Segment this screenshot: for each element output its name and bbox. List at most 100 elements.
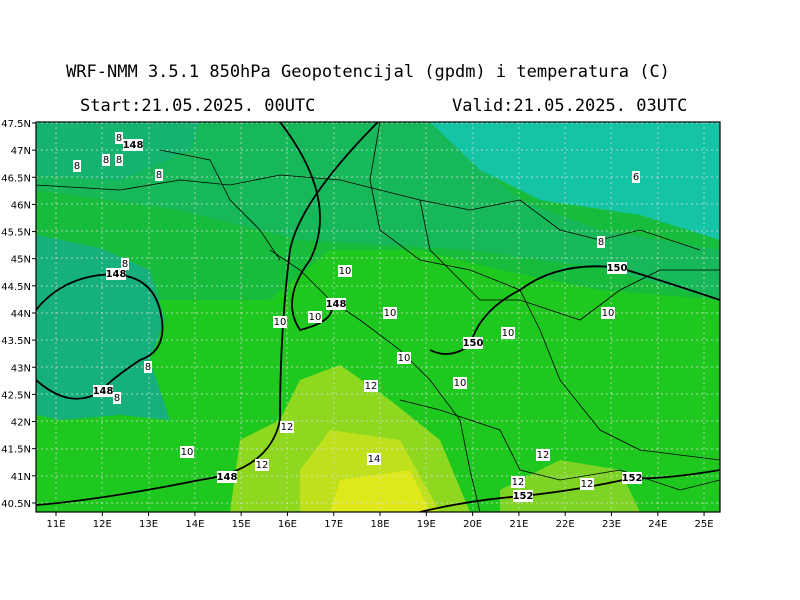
contour-label-bg — [597, 236, 605, 248]
valid-time: Valid:21.05.2025. 03UTC — [452, 96, 687, 116]
contour-label-bg — [113, 392, 121, 404]
lat-label: 47.5N — [1, 119, 31, 130]
lon-label: 13E — [139, 519, 158, 530]
contour-label-bg — [115, 154, 123, 166]
contour-label: 10 — [181, 447, 194, 458]
contour-label-bg — [383, 307, 397, 319]
lon-label: 24E — [648, 519, 667, 530]
contour-label-bg — [364, 380, 378, 392]
contour-label: 152 — [513, 491, 534, 502]
contour-label: 148 — [123, 140, 144, 151]
lon-label: 11E — [46, 519, 65, 530]
lon-label: 17E — [324, 519, 343, 530]
lon-label: 23E — [602, 519, 621, 530]
contour-label-bg — [102, 154, 110, 166]
lat-label: 45N — [11, 255, 31, 266]
lat-label: 46.5N — [1, 173, 31, 184]
contour-label: 10 — [274, 317, 287, 328]
lon-label: 12E — [93, 519, 112, 530]
contour-label: 8 — [103, 155, 109, 166]
contour-label-bg — [511, 476, 525, 488]
contour-label: 8 — [114, 393, 120, 404]
lat-label: 47N — [11, 146, 31, 157]
contour-label: 12 — [512, 477, 525, 488]
contour-label-bg — [93, 385, 113, 397]
contour-label: 12 — [256, 460, 269, 471]
contour-label: 10 — [602, 308, 615, 319]
contour-label: 8 — [116, 155, 122, 166]
map-frame — [35, 121, 721, 513]
contour-label: 152 — [622, 473, 643, 484]
contour-label: 10 — [309, 312, 322, 323]
contour-label: 8 — [145, 362, 151, 373]
contour-label: 150 — [463, 338, 484, 349]
contour-label-bg — [123, 139, 143, 151]
contour-label-bg — [338, 265, 352, 277]
contour-label-bg — [217, 471, 237, 483]
contour-label-bg — [115, 132, 123, 144]
contour-label-bg — [280, 421, 294, 433]
lat-label: 42.5N — [1, 390, 31, 401]
lat-label: 40.5N — [1, 499, 31, 510]
contour-label: 12 — [537, 450, 550, 461]
contour-label-bg — [607, 262, 627, 274]
lon-label: 19E — [417, 519, 436, 530]
contour-label: 8 — [598, 237, 604, 248]
contour-label: 148 — [326, 299, 347, 310]
contour-label-bg — [501, 327, 515, 339]
lat-label: 42N — [11, 418, 31, 429]
contour-label: 148 — [106, 269, 127, 280]
lon-label: 16E — [278, 519, 297, 530]
lat-label: 41.5N — [1, 445, 31, 456]
start-time: Start:21.05.2025. 00UTC — [80, 96, 315, 116]
lon-label: 14E — [185, 519, 204, 530]
contour-label: 10 — [398, 353, 411, 364]
contour-label: 150 — [607, 263, 628, 274]
contour-label-bg — [397, 352, 411, 364]
map-area — [36, 122, 720, 512]
contour-label: 148 — [93, 386, 114, 397]
lon-label: 21E — [509, 519, 528, 530]
contour-label: 10 — [384, 308, 397, 319]
contour-label: 6 — [633, 172, 639, 183]
lon-label: 18E — [371, 519, 390, 530]
contour-label-bg — [73, 160, 81, 172]
lat-label: 44N — [11, 309, 31, 320]
contour-label-bg — [367, 453, 381, 465]
contour-label: 8 — [116, 133, 122, 144]
contour-label-bg — [536, 449, 550, 461]
contour-label-bg — [121, 258, 129, 270]
lon-label: 20E — [463, 519, 482, 530]
lat-label: 43N — [11, 363, 31, 374]
contour-label: 8 — [156, 170, 162, 181]
contour-label-bg — [155, 169, 163, 181]
contour-label: 12 — [281, 422, 294, 433]
lat-label: 43.5N — [1, 336, 31, 347]
contour-label-bg — [580, 478, 594, 490]
lat-label: 41N — [11, 472, 31, 483]
contour-label: 8 — [122, 259, 128, 270]
title: WRF-NMM 3.5.1 850hPa Geopotencijal (gpdm… — [66, 62, 670, 82]
contour-label-bg — [513, 490, 533, 502]
contour-label: 10 — [502, 328, 515, 339]
lat-label: 45.5N — [1, 228, 31, 239]
contour-label: 14 — [368, 454, 381, 465]
contour-label-bg — [601, 307, 615, 319]
lon-label: 22E — [556, 519, 575, 530]
contour-label-bg — [326, 298, 346, 310]
contour-label: 10 — [339, 266, 352, 277]
contour-label-bg — [273, 316, 287, 328]
contour-label-bg — [453, 377, 467, 389]
contour-label-bg — [463, 337, 483, 349]
contour-label-bg — [144, 361, 152, 373]
contour-label: 148 — [217, 472, 238, 483]
contour-label-bg — [106, 268, 126, 280]
lon-label: 25E — [695, 519, 714, 530]
contour-label-bg — [180, 446, 194, 458]
lon-label: 15E — [232, 519, 251, 530]
contour-label-bg — [308, 311, 322, 323]
contour-label-bg — [622, 472, 642, 484]
contour-label: 8 — [74, 161, 80, 172]
contour-label-bg — [632, 171, 640, 183]
